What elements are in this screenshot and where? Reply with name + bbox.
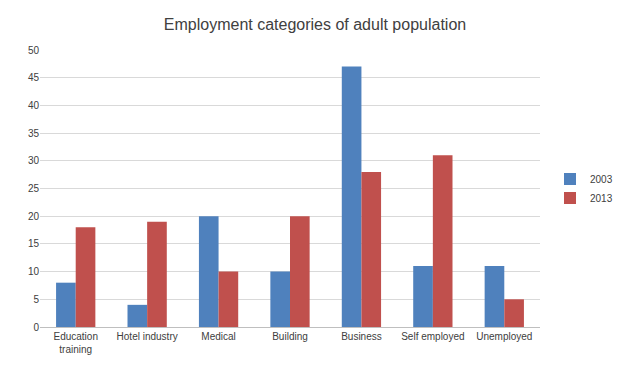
svg-text:Business: Business [341,331,382,342]
svg-text:Medical: Medical [201,331,235,342]
svg-text:20: 20 [28,211,40,222]
svg-text:0: 0 [33,322,39,333]
svg-text:15: 15 [28,238,40,249]
svg-text:45: 45 [28,72,40,83]
svg-text:2003: 2003 [590,174,613,185]
svg-text:Unemployed: Unemployed [476,331,532,342]
svg-text:50: 50 [28,45,40,56]
svg-text:10: 10 [28,266,40,277]
svg-text:Building: Building [272,331,308,342]
svg-text:35: 35 [28,128,40,139]
svg-text:Hotel industry: Hotel industry [117,331,178,342]
svg-text:5: 5 [33,294,39,305]
svg-text:40: 40 [28,100,40,111]
svg-text:2013: 2013 [590,193,613,204]
svg-text:25: 25 [28,183,40,194]
svg-text:30: 30 [28,155,40,166]
svg-text:Educationtraining: Educationtraining [53,331,97,355]
svg-text:Employment categories of adult: Employment categories of adult populatio… [164,16,466,33]
svg-text:Self employed: Self employed [401,331,464,342]
